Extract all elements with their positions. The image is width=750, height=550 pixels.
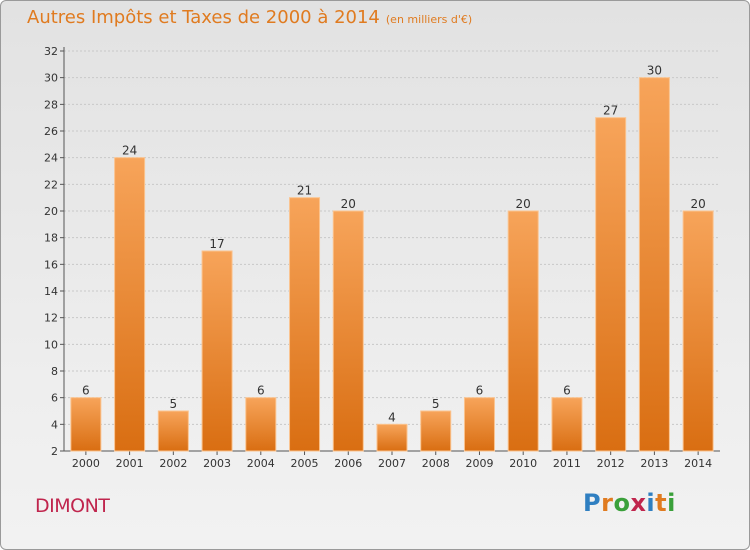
bar-value-label: 17 [209,237,224,251]
commune-name: DIMONT [35,495,110,517]
bars [70,77,714,452]
bar-value-label: 6 [476,384,484,398]
y-tick-label: 10 [44,338,58,351]
logo-letter: x [630,489,647,517]
bar-value-label: 6 [257,384,265,398]
y-tick-label: 30 [44,72,58,85]
y-tick-label: 26 [44,125,58,138]
x-tick-label: 2002 [159,457,187,470]
bar-value-label: 20 [341,197,356,211]
proxiti-logo[interactable]: Proxiti [583,489,676,517]
labels: 2468101214161820222426283032620002420015… [44,45,712,470]
x-tick-label: 2007 [378,457,406,470]
bar-value-label: 20 [516,197,531,211]
y-tick-label: 24 [44,152,58,165]
x-tick-label: 2005 [291,457,319,470]
x-tick-label: 2010 [509,457,537,470]
y-tick-label: 16 [44,258,58,271]
bar-value-label: 21 [297,184,312,198]
bar [332,210,364,452]
y-tick-label: 14 [44,285,58,298]
bar-value-label: 5 [170,397,178,411]
y-tick-label: 8 [51,365,58,378]
logo-letter: o [613,489,631,517]
y-tick-label: 32 [44,45,58,58]
y-tick-label: 4 [51,418,58,431]
bar [420,410,452,452]
logo-letter: t [655,489,668,517]
logo-letter: i [667,489,676,517]
y-tick-label: 6 [51,392,58,405]
logo-letter: i [646,489,656,517]
y-tick-label: 12 [44,312,58,325]
y-tick-label: 2 [51,445,58,458]
bar [682,210,714,452]
bar [595,117,627,452]
chart-title-text: Autres Impôts et Taxes de 2000 à 2014 [27,7,380,28]
bar [507,210,539,452]
x-tick-label: 2000 [72,457,100,470]
x-tick-label: 2001 [116,457,144,470]
bar-value-label: 20 [690,197,705,211]
bar-value-label: 4 [388,410,396,424]
y-tick-label: 22 [44,178,58,191]
bar-value-label: 27 [603,104,618,118]
y-tick-label: 20 [44,205,58,218]
bar [289,197,321,452]
x-tick-label: 2009 [465,457,493,470]
chart-subtitle: (en milliers d'€) [385,13,473,26]
bar-value-label: 5 [432,397,440,411]
bar [376,423,408,452]
x-tick-label: 2008 [422,457,450,470]
bar [463,397,495,452]
bar-value-label: 6 [563,384,571,398]
x-tick-label: 2011 [553,457,581,470]
bar [70,397,102,452]
bar [551,397,583,452]
x-tick-label: 2012 [597,457,625,470]
bar [157,410,189,452]
logo-letter: r [601,489,614,517]
x-tick-label: 2006 [334,457,362,470]
x-tick-label: 2013 [640,457,668,470]
x-tick-label: 2003 [203,457,231,470]
y-tick-label: 28 [44,98,58,111]
y-tick-label: 18 [44,232,58,245]
x-tick-label: 2004 [247,457,275,470]
bar [201,250,233,452]
x-tick-label: 2014 [684,457,712,470]
bar [245,397,277,452]
bar [114,157,146,452]
bar-value-label: 24 [122,144,137,158]
bar-value-label: 6 [82,384,90,398]
chart-title: Autres Impôts et Taxes de 2000 à 2014 (en… [27,7,472,28]
logo-letter: P [583,489,602,517]
bar-value-label: 30 [647,64,662,78]
bar [638,77,670,452]
